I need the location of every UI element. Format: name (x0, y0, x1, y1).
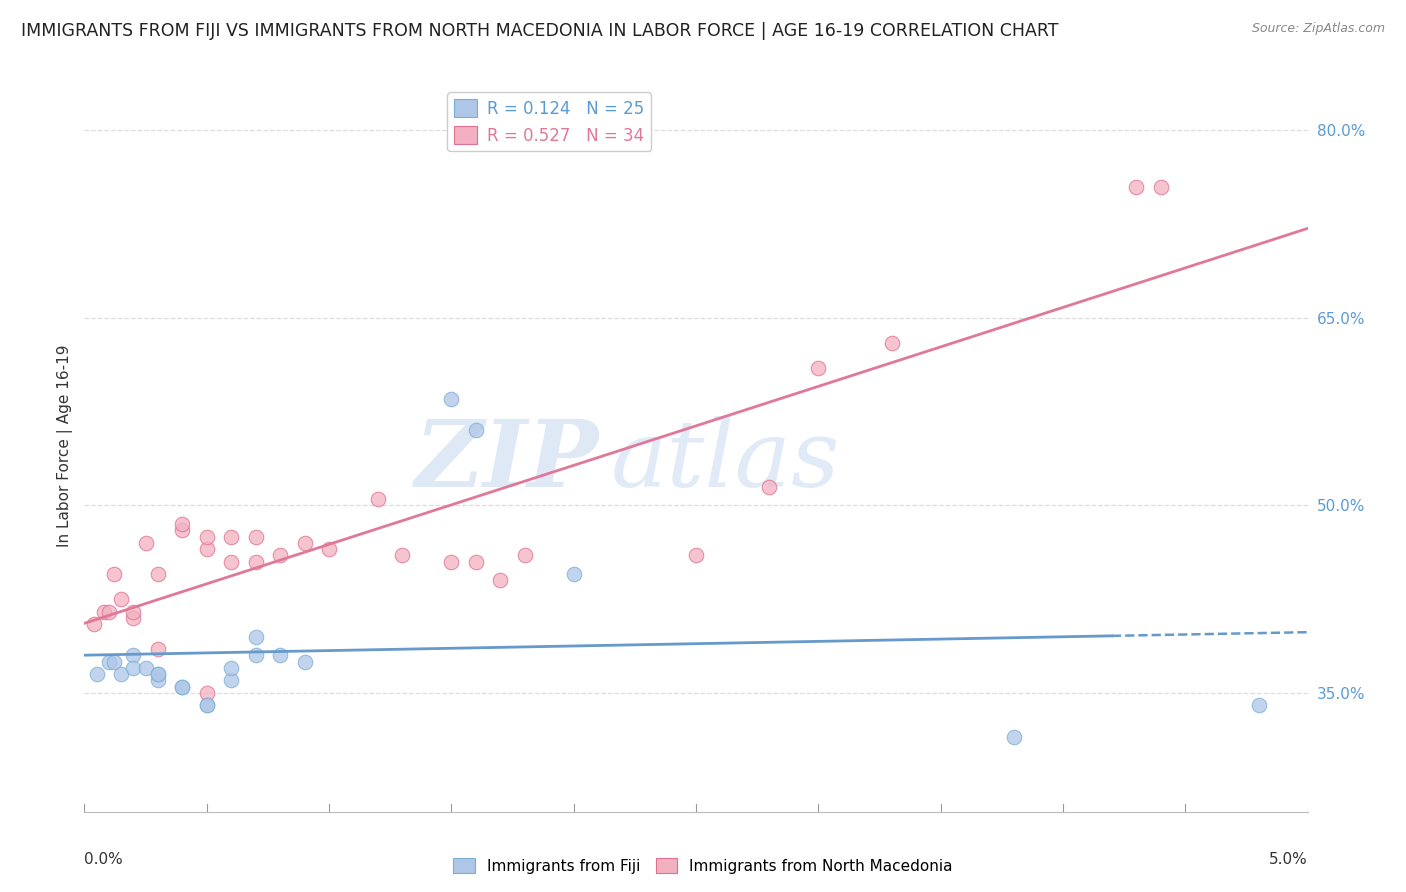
Point (103, 567, 125, 582)
Point (219, 673, 242, 688)
Text: Source: ZipAtlas.com: Source: ZipAtlas.com (1251, 22, 1385, 36)
Legend: R = 0.124   N = 25, R = 0.527   N = 34: R = 0.124 N = 25, R = 0.527 N = 34 (447, 92, 651, 152)
Point (146, 642, 169, 657)
Point (245, 648, 267, 663)
Point (807, 360, 830, 375)
Text: ZIP: ZIP (413, 416, 598, 506)
Point (172, 524, 194, 538)
Point (219, 530, 242, 544)
Point (758, 480, 780, 494)
Point (219, 555, 242, 569)
Point (440, 555, 463, 569)
Point (110, 667, 132, 681)
Point (489, 574, 512, 588)
Point (146, 667, 169, 681)
Text: 0.0%: 0.0% (84, 852, 124, 867)
Point (97, 605, 120, 619)
Point (464, 555, 486, 569)
Point (122, 605, 145, 619)
Point (367, 492, 389, 507)
Point (86, 667, 108, 681)
Point (464, 423, 486, 437)
Point (122, 648, 145, 663)
Point (195, 530, 218, 544)
Point (245, 555, 267, 569)
Point (269, 549, 291, 563)
Point (318, 542, 340, 557)
Point (685, 549, 707, 563)
Text: 5.0%: 5.0% (1268, 852, 1308, 867)
Point (219, 661, 242, 675)
Point (1150, 179, 1173, 194)
Point (122, 661, 145, 675)
Text: IMMIGRANTS FROM FIJI VS IMMIGRANTS FROM NORTH MACEDONIA IN LABOR FORCE | AGE 16-: IMMIGRANTS FROM FIJI VS IMMIGRANTS FROM … (21, 22, 1059, 40)
Point (195, 698, 218, 713)
Point (1247, 698, 1270, 713)
Point (294, 536, 316, 550)
Point (135, 661, 157, 675)
Point (172, 680, 194, 694)
Point (110, 592, 132, 607)
Point (195, 686, 218, 700)
Point (513, 549, 536, 563)
Point (83, 617, 105, 632)
Point (1125, 179, 1147, 194)
Point (122, 611, 145, 625)
Point (269, 648, 291, 663)
Point (135, 536, 157, 550)
Point (562, 567, 585, 582)
Point (245, 630, 267, 644)
Y-axis label: In Labor Force | Age 16-19: In Labor Force | Age 16-19 (58, 344, 73, 548)
Point (172, 517, 194, 532)
Point (195, 698, 218, 713)
Text: atlas: atlas (610, 416, 839, 506)
Point (294, 655, 316, 669)
Legend: Immigrants from Fiji, Immigrants from North Macedonia: Immigrants from Fiji, Immigrants from No… (447, 852, 959, 880)
Point (172, 680, 194, 694)
Point (103, 655, 125, 669)
Point (93, 605, 115, 619)
Point (146, 673, 169, 688)
Point (440, 392, 463, 406)
Point (146, 567, 169, 582)
Point (391, 549, 413, 563)
Point (880, 335, 903, 350)
Point (245, 530, 267, 544)
Point (1002, 730, 1025, 744)
Point (195, 542, 218, 557)
Point (97, 655, 120, 669)
Point (146, 667, 169, 681)
